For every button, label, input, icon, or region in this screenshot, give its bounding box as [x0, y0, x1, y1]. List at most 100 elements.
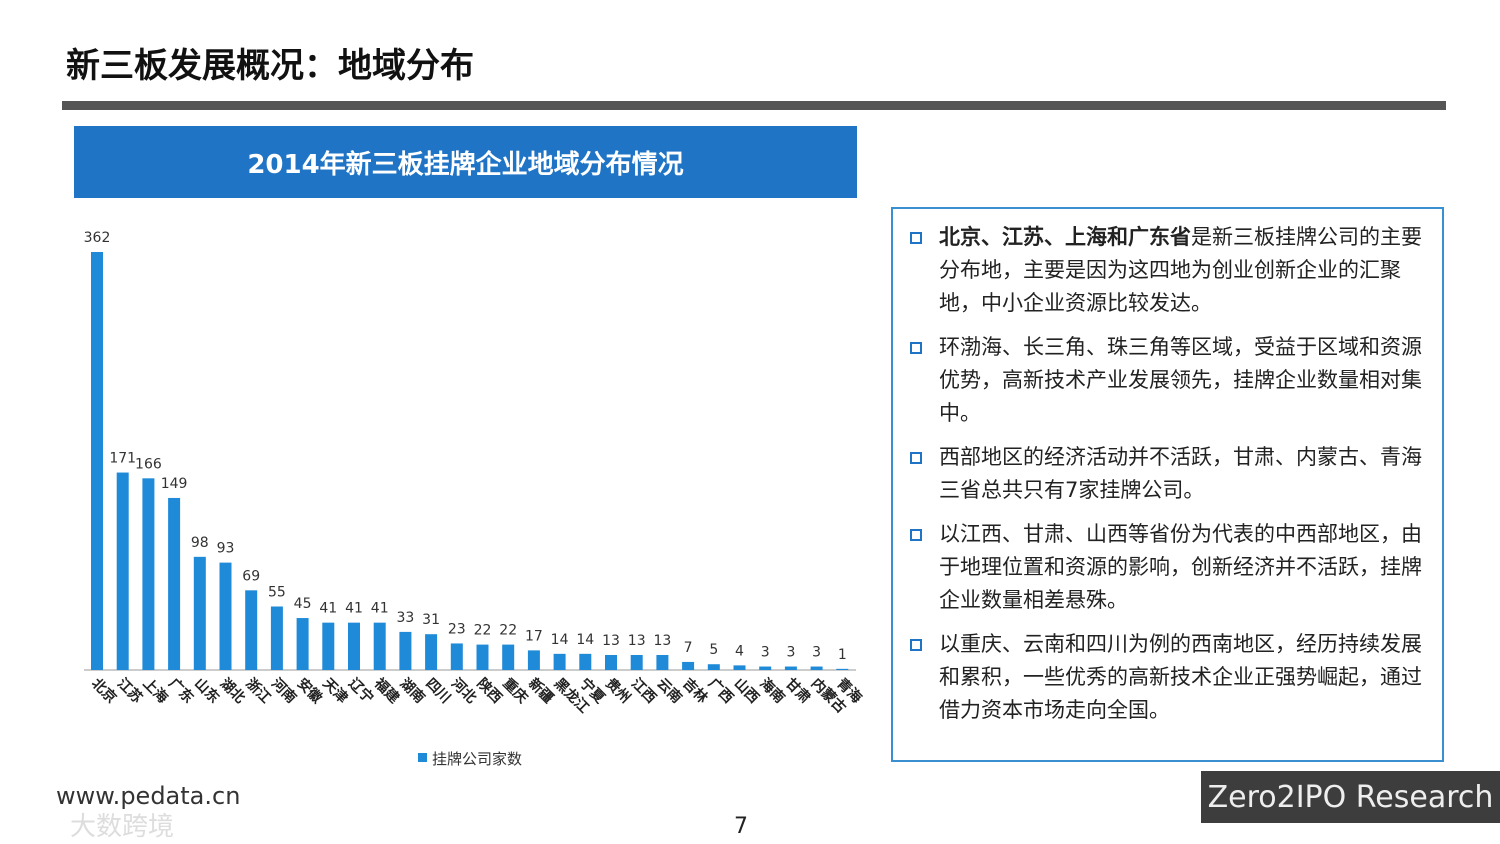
bullet-text: 以江西、甘肃、山西等省份为代表的中西部地区，由于地理位置和资源的影响，创新经济并… — [939, 522, 1422, 612]
x-tick-label: 山西 — [731, 676, 762, 707]
bar — [656, 654, 669, 670]
bar — [219, 562, 232, 670]
data-label: 5 — [709, 642, 718, 658]
x-tick-label: 北京 — [88, 675, 120, 707]
bullet-text: 以重庆、云南和四川为例的西南地区，经历持续发展和累积，一些优秀的高新技术企业正强… — [939, 632, 1422, 722]
bar — [348, 622, 360, 670]
bar — [373, 622, 386, 670]
x-tick-label: 福建 — [370, 674, 403, 707]
bullet-item: 以江西、甘肃、山西等省份为代表的中西部地区，由于地理位置和资源的影响，创新经济并… — [910, 518, 1422, 617]
x-tick-label: 辽宁 — [345, 675, 377, 707]
page-number: 7 — [734, 814, 748, 839]
bullet-item: 西部地区的经济活动并不活跃，甘肃、内蒙古、青海三省总共只有7家挂牌公司。 — [910, 441, 1422, 507]
x-tick-label: 安徽 — [294, 675, 327, 708]
x-tick-label: 上海 — [140, 675, 172, 707]
bullet-item: 环渤海、长三角、珠三角等区域，受益于区域和资源优势，高新技术产业发展领先，挂牌企… — [910, 331, 1422, 430]
data-label: 17 — [525, 628, 543, 644]
bar — [784, 666, 797, 670]
bar — [296, 618, 309, 670]
x-tick-label: 湖南 — [397, 675, 429, 707]
bar — [322, 622, 335, 670]
data-label: 22 — [499, 623, 517, 639]
bar — [707, 664, 720, 670]
bar — [168, 497, 181, 670]
x-tick-label: 天津 — [319, 675, 351, 707]
data-label: 22 — [474, 623, 492, 639]
x-tick-label: 广西 — [705, 675, 737, 707]
legend-swatch — [418, 753, 427, 762]
data-label: 41 — [371, 601, 389, 617]
bar — [425, 634, 438, 670]
bar — [399, 631, 412, 670]
bar — [579, 653, 592, 670]
x-tick-label: 甘肃 — [782, 675, 814, 707]
x-tick-label: 四川 — [422, 676, 453, 707]
x-tick-label: 河北 — [448, 675, 480, 707]
chart: 362北京171江苏166上海149广东98山东93湖北69浙江55河南45安徽… — [84, 230, 866, 768]
data-label: 55 — [268, 584, 286, 600]
data-label: 4 — [735, 643, 744, 659]
bar — [759, 666, 772, 670]
bullet-text: 是新三板挂牌公司的主要分布地，主要是因为这四地为创业创新企业的汇聚地，中小企业资… — [939, 225, 1422, 315]
bullet-item: 以重庆、云南和四川为例的西南地区，经历持续发展和累积，一些优秀的高新技术企业正强… — [910, 628, 1422, 727]
bar — [810, 666, 823, 670]
bullet-strong: 北京、江苏、上海和广东省 — [939, 225, 1191, 249]
brand: Zero2IPO Research — [1201, 771, 1500, 823]
x-tick-label: 贵州 — [602, 675, 634, 707]
bar — [836, 668, 849, 670]
bar — [142, 478, 155, 670]
bar — [450, 643, 463, 670]
bar — [476, 644, 489, 670]
data-label: 13 — [628, 633, 646, 649]
data-label: 171 — [109, 451, 136, 467]
bar — [116, 472, 129, 670]
bar — [91, 252, 103, 670]
data-label: 45 — [294, 596, 312, 612]
data-label: 13 — [653, 633, 671, 649]
x-tick-label: 江西 — [628, 675, 660, 707]
website: www.pedata.cn — [56, 782, 241, 810]
bullet-item: 北京、江苏、上海和广东省是新三板挂牌公司的主要分布地，主要是因为这四地为创业创新… — [910, 221, 1422, 320]
data-label: 93 — [217, 541, 235, 557]
x-tick-label: 海南 — [756, 675, 788, 707]
bar — [605, 654, 617, 670]
x-tick-label: 广东 — [165, 675, 197, 707]
x-tick-label: 河南 — [268, 675, 300, 707]
bar — [527, 650, 540, 670]
data-label: 3 — [812, 645, 821, 661]
x-tick-label: 陕西 — [474, 675, 506, 707]
data-label: 3 — [761, 645, 770, 661]
x-tick-label: 新疆 — [525, 675, 557, 707]
data-label: 69 — [242, 568, 260, 584]
bar — [193, 556, 206, 670]
bar — [245, 590, 258, 670]
x-tick-label: 浙江 — [242, 675, 274, 707]
data-label: 31 — [422, 612, 440, 628]
data-label: 149 — [161, 476, 188, 492]
legend-label: 挂牌公司家数 — [432, 750, 522, 768]
chart-title: 2014年新三板挂牌企业地域分布情况 — [74, 126, 857, 198]
data-label: 1 — [838, 647, 847, 663]
data-label: 98 — [191, 535, 209, 551]
data-label: 166 — [135, 456, 162, 472]
data-label: 41 — [345, 601, 363, 617]
slide-title: 新三板发展概况：地域分布 — [66, 46, 474, 86]
data-label: 362 — [84, 230, 111, 246]
data-label: 14 — [551, 632, 569, 648]
data-label: 33 — [396, 610, 414, 626]
watermark: 大数跨境 — [70, 812, 175, 842]
x-tick-label: 云南 — [654, 675, 686, 707]
bullet-text: 环渤海、长三角、珠三角等区域，受益于区域和资源优势，高新技术产业发展领先，挂牌企… — [939, 335, 1422, 425]
x-tick-label: 湖北 — [217, 676, 248, 707]
bar — [553, 653, 566, 670]
bar — [733, 665, 746, 670]
data-label: 14 — [576, 632, 594, 648]
bar — [270, 606, 283, 670]
x-tick-label: 山东 — [191, 675, 223, 707]
data-label: 23 — [448, 621, 466, 637]
data-label: 41 — [319, 601, 337, 617]
data-label: 7 — [684, 640, 693, 656]
bar — [502, 644, 515, 670]
data-label: 3 — [786, 645, 795, 661]
